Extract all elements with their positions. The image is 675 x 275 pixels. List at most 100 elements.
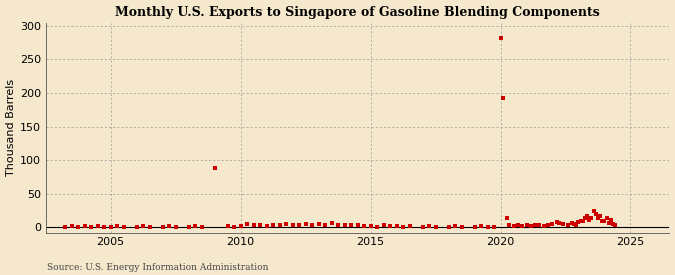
Point: [534, 222, 545, 227]
Point: [254, 223, 265, 227]
Point: [60, 224, 71, 229]
Point: [333, 223, 344, 227]
Point: [584, 218, 595, 222]
Point: [573, 220, 584, 224]
Text: Source: U.S. Energy Information Administration: Source: U.S. Energy Information Administ…: [47, 263, 269, 272]
Point: [183, 224, 194, 229]
Point: [261, 224, 272, 228]
Point: [118, 224, 129, 229]
Point: [588, 209, 599, 213]
Point: [144, 224, 155, 229]
Point: [86, 224, 97, 229]
Point: [391, 224, 402, 228]
Point: [476, 224, 487, 228]
Point: [601, 216, 612, 221]
Point: [554, 221, 564, 226]
Point: [306, 223, 317, 227]
Point: [294, 223, 304, 227]
Point: [404, 224, 415, 228]
Point: [539, 224, 549, 228]
Point: [508, 224, 519, 228]
Point: [229, 224, 240, 229]
Point: [521, 223, 532, 227]
Point: [582, 214, 593, 219]
Point: [73, 224, 84, 229]
Point: [489, 224, 500, 229]
Point: [378, 223, 389, 227]
Point: [591, 211, 601, 216]
Point: [242, 222, 252, 226]
Point: [196, 224, 207, 229]
Point: [417, 224, 428, 229]
Point: [190, 224, 200, 228]
Point: [99, 224, 109, 229]
Point: [580, 216, 591, 221]
Point: [575, 218, 586, 223]
Point: [450, 224, 460, 228]
Point: [385, 224, 396, 228]
Point: [164, 224, 175, 228]
Point: [469, 224, 480, 229]
Point: [248, 222, 259, 227]
Point: [268, 222, 279, 227]
Point: [372, 224, 383, 229]
Point: [482, 224, 493, 229]
Point: [235, 224, 246, 228]
Y-axis label: Thousand Barrels: Thousand Barrels: [5, 79, 16, 176]
Point: [502, 216, 512, 220]
Point: [543, 223, 554, 227]
Point: [571, 222, 582, 227]
Point: [92, 224, 103, 228]
Point: [599, 219, 610, 223]
Point: [326, 221, 337, 226]
Point: [593, 216, 603, 221]
Point: [281, 222, 292, 226]
Point: [112, 224, 123, 228]
Point: [608, 222, 618, 226]
Point: [586, 216, 597, 220]
Point: [551, 220, 562, 224]
Point: [138, 224, 148, 228]
Point: [365, 224, 376, 228]
Point: [313, 222, 324, 226]
Point: [320, 222, 331, 227]
Point: [170, 224, 181, 229]
Point: [516, 224, 527, 228]
Point: [495, 36, 506, 40]
Point: [274, 223, 285, 227]
Point: [610, 222, 621, 227]
Point: [79, 224, 90, 228]
Point: [578, 219, 589, 223]
Point: [105, 224, 116, 229]
Point: [456, 224, 467, 229]
Point: [300, 222, 311, 226]
Point: [66, 224, 77, 228]
Point: [157, 224, 168, 229]
Point: [346, 222, 356, 227]
Point: [603, 220, 614, 225]
Point: [595, 214, 605, 219]
Point: [287, 222, 298, 227]
Point: [497, 96, 508, 101]
Point: [605, 218, 616, 222]
Point: [562, 222, 573, 227]
Point: [352, 223, 363, 227]
Point: [131, 224, 142, 229]
Point: [566, 220, 577, 225]
Point: [358, 224, 369, 228]
Point: [568, 222, 579, 226]
Point: [222, 224, 233, 228]
Point: [530, 223, 541, 227]
Point: [504, 223, 514, 227]
Point: [424, 224, 435, 228]
Point: [339, 223, 350, 227]
Point: [597, 218, 608, 223]
Point: [512, 223, 523, 227]
Point: [398, 224, 408, 229]
Point: [443, 224, 454, 229]
Title: Monthly U.S. Exports to Singapore of Gasoline Blending Components: Monthly U.S. Exports to Singapore of Gas…: [115, 6, 600, 18]
Point: [430, 224, 441, 229]
Point: [547, 222, 558, 226]
Point: [558, 222, 569, 226]
Point: [526, 224, 537, 228]
